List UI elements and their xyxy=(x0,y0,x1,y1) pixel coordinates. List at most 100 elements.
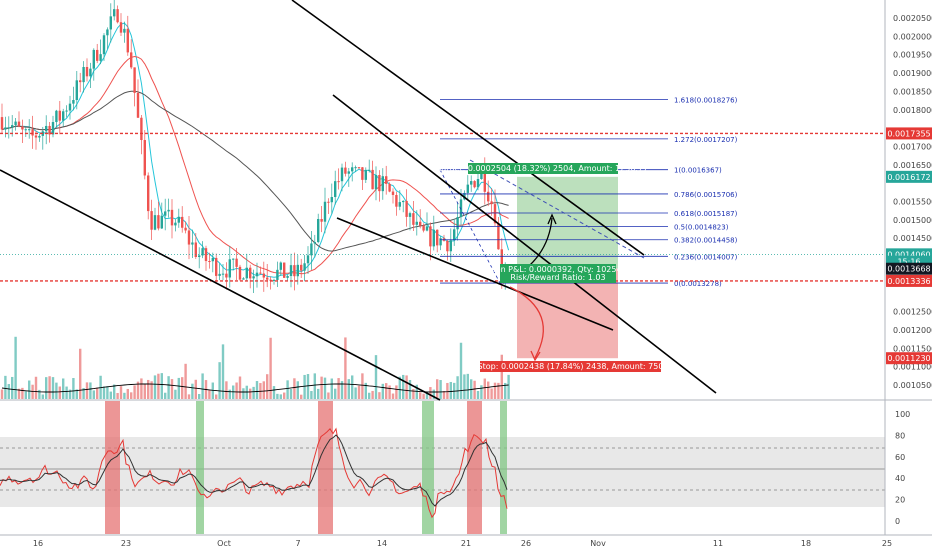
candle-body xyxy=(344,167,347,174)
volume-bar xyxy=(191,383,194,399)
candle-body xyxy=(395,194,398,207)
volume-bar xyxy=(147,379,150,399)
trend-line-bottom[interactable] xyxy=(0,169,441,401)
candle-body xyxy=(51,122,55,135)
candle-body xyxy=(449,240,452,252)
volume-bar xyxy=(313,373,316,399)
volume-bar xyxy=(269,337,272,399)
volume-bar xyxy=(24,391,27,399)
price-tag-text-0: 0.0017355 xyxy=(887,129,930,138)
price-tick-9: 0.0015000 xyxy=(893,216,932,225)
candle-body xyxy=(140,117,143,141)
target-label-box xyxy=(468,163,618,174)
position-tool[interactable] xyxy=(517,176,618,359)
candle-body xyxy=(143,140,146,176)
volume-bar xyxy=(344,337,347,399)
volume-bar xyxy=(357,385,361,399)
date-tick-5: 21 xyxy=(461,539,471,548)
volume-bar xyxy=(228,389,231,399)
osc-signal-1 xyxy=(318,401,333,534)
candle-body xyxy=(480,169,483,180)
candle-body xyxy=(412,213,415,225)
fib-label-8: 0(0.0013278) xyxy=(674,280,722,288)
candle-body xyxy=(215,257,218,276)
volume-bar xyxy=(255,381,259,399)
volume-bar xyxy=(119,386,123,399)
volume-bar xyxy=(133,385,136,399)
volume-bar xyxy=(249,388,252,399)
candle-body xyxy=(463,192,466,200)
volume-bar xyxy=(170,379,174,399)
price-tick-7: 0.0016500 xyxy=(893,161,932,170)
candle-body xyxy=(96,49,99,61)
volume-bar xyxy=(242,388,245,399)
candle-body xyxy=(255,272,259,277)
osc-tick-5: 0 xyxy=(895,517,900,526)
volume-bar xyxy=(238,376,242,399)
horizontal-levels[interactable] xyxy=(0,132,885,282)
candle-body xyxy=(405,200,408,217)
oscillator-lines xyxy=(0,427,508,519)
volume-bar xyxy=(415,384,418,399)
candle-body xyxy=(218,273,221,276)
volume-bar xyxy=(398,376,401,399)
candle-body xyxy=(306,255,310,264)
trend-line-upper[interactable] xyxy=(291,0,645,256)
candle-body xyxy=(289,265,293,277)
candle-body xyxy=(476,179,480,188)
price-tick-3: 0.0019000 xyxy=(893,69,932,78)
volume-bar xyxy=(68,389,72,399)
volume-bar xyxy=(347,379,350,399)
volume-bar xyxy=(201,373,204,399)
price-tick-0: 0.0020500 xyxy=(893,14,932,23)
volume-bar xyxy=(374,355,378,399)
volume-bar xyxy=(385,383,388,399)
candle-body xyxy=(174,222,177,226)
candle-body xyxy=(72,100,75,104)
candle-body xyxy=(204,248,208,262)
candle-body xyxy=(419,221,422,226)
price-tag-text-5: 0.0013336 xyxy=(887,277,930,286)
candle-body xyxy=(24,129,27,131)
candle-body xyxy=(436,229,439,246)
volume-bar xyxy=(480,385,483,399)
volume-bar xyxy=(21,387,24,399)
trend-lines[interactable] xyxy=(0,0,717,401)
volume-bar xyxy=(45,377,48,399)
volume-bar xyxy=(184,363,187,399)
candle-body xyxy=(337,181,340,183)
trend-line-mid[interactable] xyxy=(332,94,717,394)
volume-bar xyxy=(371,390,374,399)
candle-body xyxy=(385,176,388,184)
dashed-channel-line[interactable] xyxy=(469,159,645,259)
channel-line-lower[interactable] xyxy=(336,217,614,331)
volume-bar xyxy=(208,390,211,399)
candle-body xyxy=(221,273,225,275)
candle-body xyxy=(119,22,123,33)
volume-bar xyxy=(497,382,500,399)
price-tag-1 xyxy=(886,170,932,183)
candle-body xyxy=(187,230,191,245)
volume-bar xyxy=(412,388,415,399)
volume-bar xyxy=(432,389,435,399)
candle-body xyxy=(157,215,160,229)
date-tick-1: 23 xyxy=(121,539,131,548)
candle-body xyxy=(235,258,238,267)
osc-signal-4 xyxy=(422,401,434,534)
osc-tick-0: 100 xyxy=(895,410,910,419)
volume-bar xyxy=(211,382,214,399)
volume-bar xyxy=(476,390,480,399)
candle-body xyxy=(11,125,14,128)
volume-bar xyxy=(7,384,10,399)
candle-body xyxy=(14,121,17,126)
candle-body xyxy=(198,255,201,258)
volume-bar xyxy=(58,386,61,399)
volume-bar xyxy=(31,384,34,399)
candle-body xyxy=(153,215,157,230)
fib-extension[interactable]: 1.618(0.0018276) 1.272(0.0017207) 1(0.0016… xyxy=(439,97,738,288)
candle-body xyxy=(497,223,500,250)
volume-bar xyxy=(381,383,384,399)
volume-bar xyxy=(262,381,265,399)
candle-body xyxy=(181,216,184,228)
